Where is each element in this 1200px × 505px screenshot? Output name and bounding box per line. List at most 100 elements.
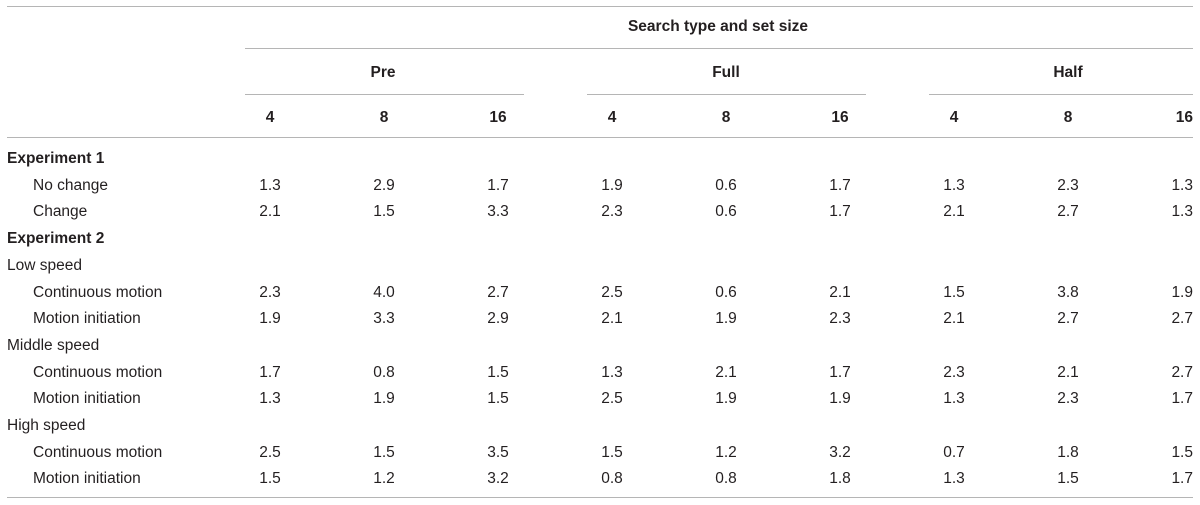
subsection-label: High speed (7, 417, 86, 434)
table-cell: 3.5 (487, 444, 509, 461)
table-cell: 1.5 (487, 390, 509, 407)
table-cell: 1.7 (1171, 470, 1193, 487)
table-cell: 1.3 (1171, 203, 1193, 220)
table-cell: 1.9 (715, 310, 737, 327)
table-cell: 2.9 (373, 177, 395, 194)
table-cell: 2.7 (487, 284, 509, 301)
table-cell: 1.3 (1171, 177, 1193, 194)
row-label: Continuous motion (33, 284, 163, 301)
table-cell: 0.7 (943, 444, 965, 461)
table-cell: 2.1 (1057, 364, 1079, 381)
set-size-header: 4 (265, 109, 275, 126)
table-cell: 1.7 (487, 177, 509, 194)
group-header-full: Full (712, 64, 740, 81)
set-size-header: 8 (1063, 109, 1073, 126)
table-cell: 2.1 (601, 310, 623, 327)
table-cell: 1.3 (943, 390, 965, 407)
table-cell: 1.9 (1171, 284, 1193, 301)
table-cell: 1.9 (373, 390, 395, 407)
set-size-header: 16 (489, 109, 507, 126)
group-rule-pre (245, 94, 524, 95)
table-cell: 1.9 (829, 390, 851, 407)
row-label: No change (33, 177, 108, 194)
table-cell: 1.8 (1057, 444, 1079, 461)
table-cell: 2.1 (943, 203, 965, 220)
table-cell: 1.7 (829, 364, 851, 381)
table-cell: 1.7 (1171, 390, 1193, 407)
top-rule (7, 6, 1193, 7)
table-cell: 4.0 (373, 284, 395, 301)
row-label: Motion initiation (33, 470, 141, 487)
subsection-label: Middle speed (7, 337, 100, 354)
table-cell: 2.7 (1171, 364, 1193, 381)
table-cell: 1.2 (373, 470, 395, 487)
table-cell: 1.3 (943, 177, 965, 194)
table-cell: 2.5 (601, 284, 623, 301)
table-cell: 2.9 (487, 310, 509, 327)
group-header-pre: Pre (370, 64, 396, 81)
table-cell: 2.1 (715, 364, 737, 381)
table-cell: 1.3 (943, 470, 965, 487)
table-cell: 3.2 (829, 444, 851, 461)
table-cell: 1.9 (601, 177, 623, 194)
table-cell: 2.3 (601, 203, 623, 220)
table-cell: 1.3 (259, 390, 281, 407)
row-label: Continuous motion (33, 444, 163, 461)
row-label: Motion initiation (33, 310, 141, 327)
table-cell: 2.3 (1057, 177, 1079, 194)
table-cell: 1.5 (259, 470, 281, 487)
set-size-header: 16 (1175, 109, 1193, 126)
table-cell: 2.1 (943, 310, 965, 327)
table-cell: 2.5 (601, 390, 623, 407)
table-cell: 1.7 (259, 364, 281, 381)
subsection-label: Low speed (7, 257, 82, 274)
set-size-header: 4 (949, 109, 959, 126)
table-cell: 0.6 (715, 177, 737, 194)
table-cell: 2.1 (829, 284, 851, 301)
section-label: Experiment 2 (7, 230, 105, 247)
set-size-header: 16 (831, 109, 849, 126)
table-cell: 2.3 (943, 364, 965, 381)
table-cell: 0.8 (601, 470, 623, 487)
group-rule-half (929, 94, 1193, 95)
group-rule-full (587, 94, 866, 95)
table-cell: 1.5 (1171, 444, 1193, 461)
spanner-rule (245, 48, 1193, 49)
table-cell: 0.8 (373, 364, 395, 381)
table-cell: 3.8 (1057, 284, 1079, 301)
table-cell: 1.3 (601, 364, 623, 381)
table-cell: 1.9 (715, 390, 737, 407)
table-cell: 1.5 (373, 444, 395, 461)
table-cell: 1.5 (601, 444, 623, 461)
table-cell: 1.7 (829, 203, 851, 220)
table-cell: 0.8 (715, 470, 737, 487)
table-cell: 2.3 (259, 284, 281, 301)
set-size-header: 4 (607, 109, 617, 126)
table-cell: 1.2 (715, 444, 737, 461)
table-cell: 1.3 (259, 177, 281, 194)
set-size-header: 8 (721, 109, 731, 126)
bottom-rule (7, 497, 1193, 498)
table-cell: 0.6 (715, 284, 737, 301)
section-label: Experiment 1 (7, 150, 105, 167)
header-bottom-rule (7, 137, 1193, 138)
table-cell: 1.5 (487, 364, 509, 381)
table-cell: 1.7 (829, 177, 851, 194)
set-size-header: 8 (379, 109, 389, 126)
table-cell: 1.5 (943, 284, 965, 301)
table-cell: 0.6 (715, 203, 737, 220)
group-header-half: Half (1053, 64, 1083, 81)
table-cell: 2.3 (829, 310, 851, 327)
table-cell: 2.7 (1171, 310, 1193, 327)
table-cell: 2.7 (1057, 203, 1079, 220)
table-cell: 1.5 (373, 203, 395, 220)
table-cell: 2.7 (1057, 310, 1079, 327)
table-cell: 3.2 (487, 470, 509, 487)
table-cell: 3.3 (487, 203, 509, 220)
row-label: Continuous motion (33, 364, 163, 381)
table-cell: 1.8 (829, 470, 851, 487)
table-cell: 2.1 (259, 203, 281, 220)
row-label: Motion initiation (33, 390, 141, 407)
table-cell: 1.9 (259, 310, 281, 327)
column-spanner: Search type and set size (627, 18, 809, 35)
